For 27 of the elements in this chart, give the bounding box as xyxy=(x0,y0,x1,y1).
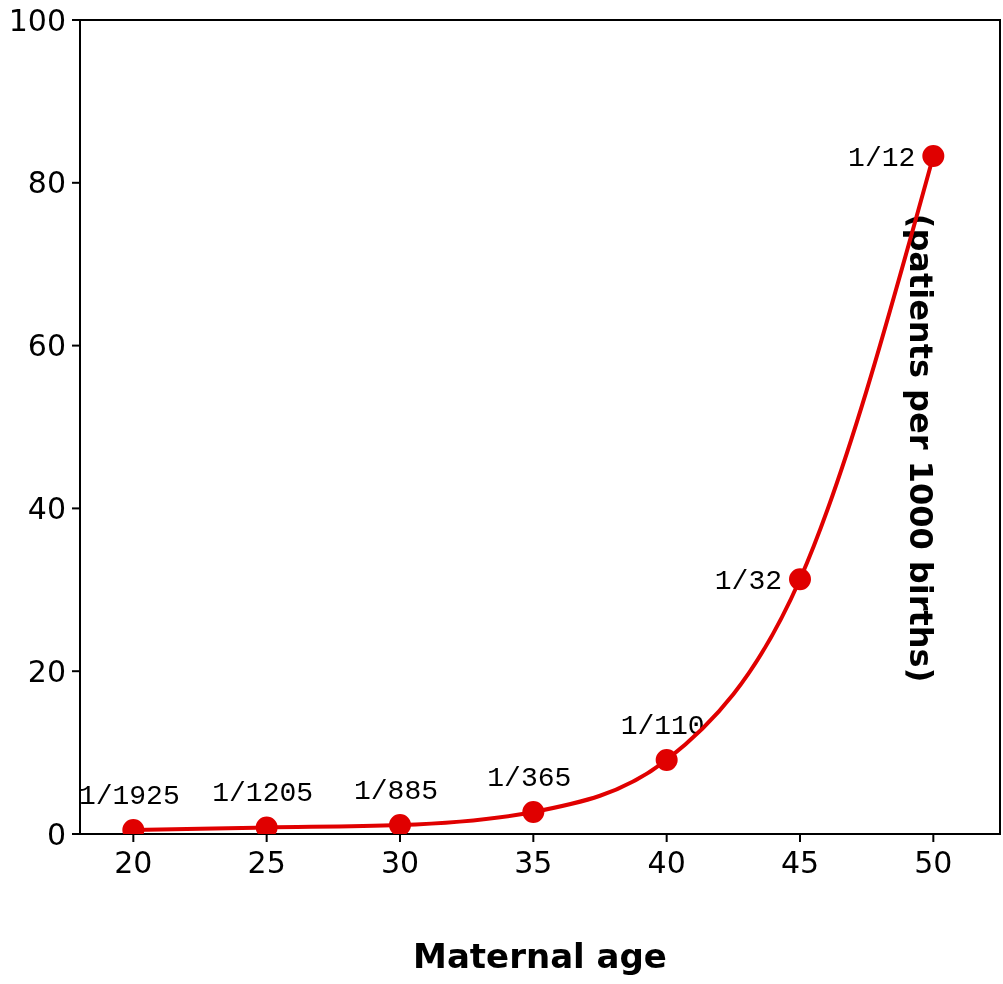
annotation: 1/12 xyxy=(848,142,916,174)
x-tick-label: 25 xyxy=(247,845,286,881)
x-tick-label: 40 xyxy=(647,845,686,881)
annotation: 1/1205 xyxy=(212,778,314,810)
x-axis-title: Maternal age xyxy=(413,936,667,976)
x-tick-label: 20 xyxy=(114,845,153,881)
y-tick-label: 80 xyxy=(27,165,66,201)
y-axis-title: (patients per 1000 births) xyxy=(902,213,940,683)
annotation: 1/365 xyxy=(487,763,572,795)
point xyxy=(789,568,811,591)
annotation: 1/1925 xyxy=(78,780,180,812)
point xyxy=(655,748,678,771)
x-tick-label: 45 xyxy=(780,845,820,881)
y-tick-label: 40 xyxy=(27,491,66,527)
annotation: 1/885 xyxy=(353,776,439,808)
x-tick-label: 30 xyxy=(380,845,420,881)
y-tick-label: 20 xyxy=(27,653,66,689)
x-tick-label: 50 xyxy=(914,845,953,881)
y-tick-label: 60 xyxy=(27,328,66,364)
y-tick-label: 0 xyxy=(46,816,66,852)
point xyxy=(922,144,945,167)
point xyxy=(255,816,278,834)
x-tick-label: 35 xyxy=(514,845,553,881)
y-tick-label: 100 xyxy=(8,2,66,38)
point xyxy=(389,814,411,834)
annotation: 1/32 xyxy=(714,566,782,598)
point xyxy=(522,801,545,824)
